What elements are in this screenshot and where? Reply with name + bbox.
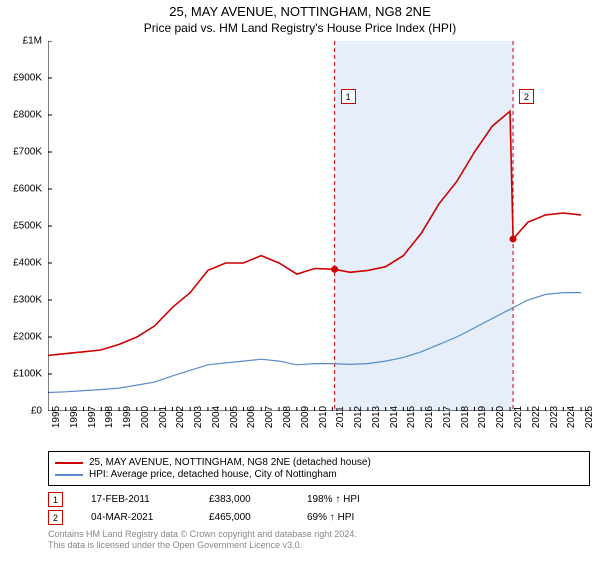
y-axis-tick-label: £0	[0, 406, 42, 417]
x-axis-tick-label: 2016	[424, 406, 435, 428]
sale-date: 17-FEB-2011	[91, 494, 181, 505]
x-axis-tick-label: 2005	[229, 406, 240, 428]
x-axis-tick-label: 2012	[353, 406, 364, 428]
legend-row: 25, MAY AVENUE, NOTTINGHAM, NG8 2NE (det…	[55, 457, 583, 468]
x-axis-tick-label: 1996	[69, 406, 80, 428]
x-axis-tick-label: 2013	[371, 406, 382, 428]
x-axis-tick-label: 2020	[495, 406, 506, 428]
chart-subtitle: Price paid vs. HM Land Registry's House …	[0, 21, 600, 35]
sale-row: 1 17-FEB-2011 £383,000 198% ↑ HPI	[48, 492, 590, 507]
legend: 25, MAY AVENUE, NOTTINGHAM, NG8 2NE (det…	[48, 451, 590, 486]
x-axis-tick-label: 2021	[513, 406, 524, 428]
y-axis-tick-label: £300K	[0, 295, 42, 306]
x-axis-tick-label: 1998	[104, 406, 115, 428]
footer-line-2: This data is licensed under the Open Gov…	[48, 540, 590, 551]
sale-vs-hpi: 69% ↑ HPI	[307, 512, 397, 523]
y-axis-tick-label: £600K	[0, 184, 42, 195]
sale-price: £465,000	[209, 512, 279, 523]
sale-marker-ref: 2	[48, 510, 63, 525]
sales-table: 1 17-FEB-2011 £383,000 198% ↑ HPI 2 04-MAR-20…	[48, 492, 590, 525]
y-axis-tick-label: £100K	[0, 369, 42, 380]
x-axis-tick-label: 2010	[318, 406, 329, 428]
y-axis-tick-label: £800K	[0, 110, 42, 121]
y-axis-tick-label: £400K	[0, 258, 42, 269]
x-axis-tick-label: 2004	[211, 406, 222, 428]
sale-marker-label: 2	[519, 89, 534, 104]
x-axis-tick-label: 2003	[193, 406, 204, 428]
sale-marker-label: 1	[341, 89, 356, 104]
x-axis-tick-label: 2011	[335, 406, 346, 428]
sale-price: £383,000	[209, 494, 279, 505]
x-axis-tick-label: 2022	[531, 406, 542, 428]
line-chart	[48, 41, 590, 411]
footer-line-1: Contains HM Land Registry data © Crown c…	[48, 529, 590, 540]
sale-row: 2 04-MAR-2021 £465,000 69% ↑ HPI	[48, 510, 590, 525]
x-axis-tick-label: 2025	[584, 406, 595, 428]
x-axis-tick-label: 2023	[549, 406, 560, 428]
x-axis-tick-label: 2019	[477, 406, 488, 428]
y-axis-tick-label: £900K	[0, 73, 42, 84]
legend-swatch	[55, 462, 83, 464]
chart-area: £0£100K£200K£300K£400K£500K£600K£700K£80…	[48, 41, 590, 411]
x-axis-tick-label: 2015	[406, 406, 417, 428]
sale-vs-hpi: 198% ↑ HPI	[307, 494, 397, 505]
x-axis-tick-label: 2018	[460, 406, 471, 428]
y-axis-tick-label: £200K	[0, 332, 42, 343]
footer-attribution: Contains HM Land Registry data © Crown c…	[48, 529, 590, 552]
x-axis-tick-label: 2006	[246, 406, 257, 428]
x-axis-tick-label: 2008	[282, 406, 293, 428]
x-axis-tick-label: 2002	[175, 406, 186, 428]
legend-label: HPI: Average price, detached house, City…	[89, 469, 337, 480]
x-axis-tick-label: 2014	[389, 406, 400, 428]
x-axis-tick-label: 2001	[158, 406, 169, 428]
x-axis-tick-label: 1999	[122, 406, 133, 428]
y-axis-tick-label: £1M	[0, 36, 42, 47]
y-axis-tick-label: £700K	[0, 147, 42, 158]
x-axis-tick-label: 2009	[300, 406, 311, 428]
x-axis-tick-label: 2024	[566, 406, 577, 428]
chart-title: 25, MAY AVENUE, NOTTINGHAM, NG8 2NE	[0, 4, 600, 19]
legend-swatch	[55, 474, 83, 476]
x-axis-tick-label: 2017	[442, 406, 453, 428]
sale-marker-ref: 1	[48, 492, 63, 507]
sale-date: 04-MAR-2021	[91, 512, 181, 523]
x-axis-tick-label: 2000	[140, 406, 151, 428]
legend-label: 25, MAY AVENUE, NOTTINGHAM, NG8 2NE (det…	[89, 457, 371, 468]
y-axis-tick-label: £500K	[0, 221, 42, 232]
x-axis-tick-label: 1997	[87, 406, 98, 428]
x-axis-tick-label: 1995	[51, 406, 62, 428]
legend-row: HPI: Average price, detached house, City…	[55, 469, 583, 480]
x-axis-tick-label: 2007	[264, 406, 275, 428]
